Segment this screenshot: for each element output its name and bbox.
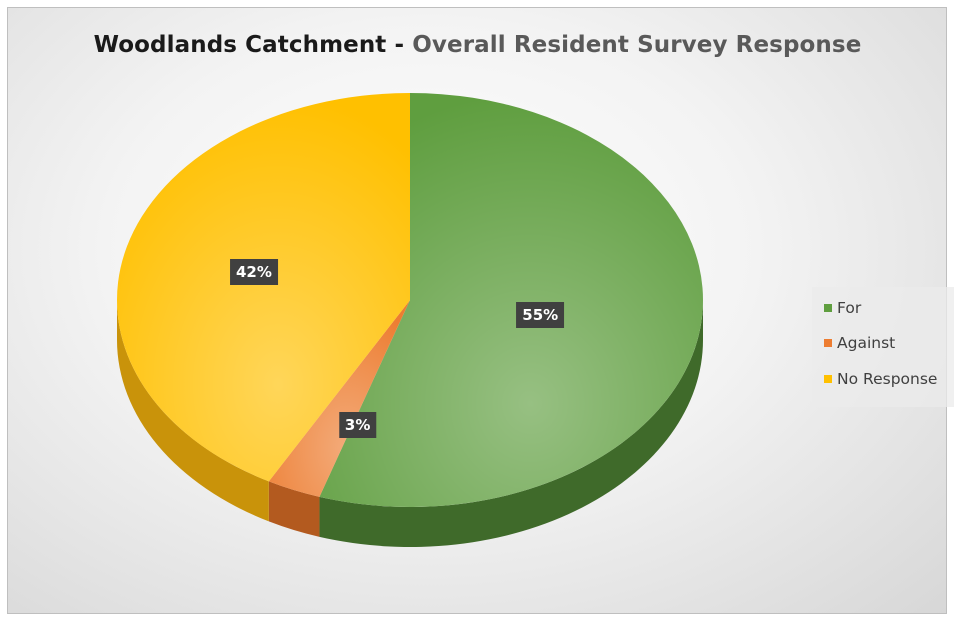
data-label-against: 3% <box>338 412 377 439</box>
chart-title-main: Woodlands Catchment <box>93 32 387 58</box>
chart-title: Woodlands Catchment - Overall Resident S… <box>0 32 955 58</box>
chart-title-subtitle: Overall Resident Survey Response <box>412 32 862 58</box>
legend-item-for: For <box>824 299 861 317</box>
pie-slice-highlight-for <box>319 93 703 508</box>
data-label-no-response: 42% <box>229 258 278 285</box>
pie-slice-highlight-no-response <box>117 92 411 482</box>
legend-swatch-for <box>824 304 832 312</box>
legend-label-against: Against <box>837 334 896 352</box>
pie-side-against <box>268 481 320 537</box>
data-label-for: 55% <box>516 301 565 328</box>
legend-swatch-against <box>824 339 832 347</box>
legend-label-for: For <box>837 299 862 317</box>
legend-swatch-no-response <box>824 375 832 383</box>
legend-item-no-response: No Response <box>824 370 937 388</box>
pie-slice-highlight-against <box>268 300 410 497</box>
legend: For Against No Response <box>812 287 954 407</box>
pie-side-for <box>319 300 703 547</box>
pie-side-no-response <box>117 300 269 522</box>
chart-title-separator: - <box>386 32 413 58</box>
legend-item-against: Against <box>824 334 895 352</box>
legend-label-no-response: No Response <box>837 370 938 388</box>
